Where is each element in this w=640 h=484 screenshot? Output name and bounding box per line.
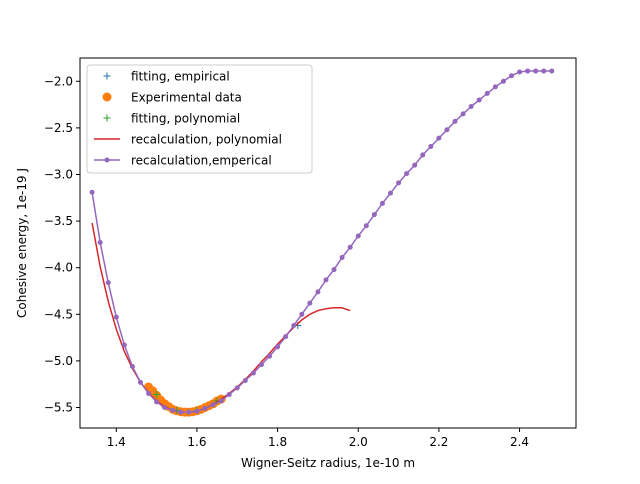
- legend-handle-marker: [103, 72, 111, 80]
- data-point: [210, 402, 216, 408]
- data-point: [331, 267, 337, 273]
- data-point: [307, 300, 313, 306]
- data-point: [121, 342, 127, 348]
- data-point: [129, 363, 135, 369]
- x-tick-label: 1.6: [187, 435, 206, 449]
- data-point: [153, 390, 161, 398]
- y-axis-label: Cohesive energy, 1e-19 J: [15, 168, 29, 318]
- data-point: [428, 144, 434, 150]
- data-point: [347, 244, 353, 250]
- data-point: [137, 379, 143, 385]
- data-point: [170, 407, 176, 413]
- data-point: [420, 152, 426, 158]
- legend-entry: recalculation, polynomial: [94, 133, 282, 147]
- data-point: [517, 69, 523, 75]
- legend: fitting, empirical Experimental data fitti…: [86, 64, 313, 174]
- data-point: [234, 385, 240, 391]
- x-tick-label: 1.4: [107, 435, 126, 449]
- axes-frame: [79, 57, 577, 429]
- x-axis-label: Wigner-Seitz radius, 1e-10 m: [241, 456, 415, 470]
- data-point: [258, 362, 264, 368]
- data-point: [371, 212, 377, 218]
- x-tick-label: 2.0: [349, 435, 368, 449]
- data-point: [178, 409, 184, 415]
- data-point: [154, 399, 160, 405]
- y-tick-label: −5.5: [44, 400, 73, 414]
- data-point: [146, 391, 152, 397]
- data-point: [492, 84, 498, 90]
- data-point: [105, 280, 111, 286]
- x-tick-label: 2.2: [429, 435, 448, 449]
- data-point: [541, 68, 547, 74]
- data-point: [533, 68, 539, 74]
- data-point: [89, 189, 95, 195]
- data-point: [291, 322, 297, 328]
- legend-entry: fitting, polynomial: [103, 112, 240, 126]
- data-point: [476, 97, 482, 103]
- data-point: [242, 377, 248, 383]
- x-tick-label: 2.4: [510, 435, 529, 449]
- y-tick-label: −4.0: [44, 261, 73, 275]
- data-point: [468, 103, 474, 109]
- data-point: [275, 344, 281, 350]
- x-tick-label: 1.8: [268, 435, 287, 449]
- legend-label: recalculation, polynomial: [131, 133, 282, 147]
- data-point: [508, 73, 514, 79]
- data-point: [436, 135, 442, 141]
- data-point: [202, 405, 208, 411]
- series-line: [91, 70, 552, 413]
- y-tick-label: −2.0: [44, 74, 73, 88]
- data-point: [404, 171, 410, 177]
- data-point: [388, 190, 394, 196]
- legend-handle-marker: [102, 92, 112, 102]
- data-point: [186, 409, 192, 415]
- y-tick-label: −5.0: [44, 354, 73, 368]
- legend-handle-marker: [103, 114, 111, 122]
- data-point: [363, 223, 369, 229]
- data-point: [444, 127, 450, 133]
- data-point: [267, 353, 273, 359]
- data-point: [339, 254, 345, 260]
- data-point: [379, 200, 385, 206]
- y-tick-label: −3.0: [44, 167, 73, 181]
- legend-entry: fitting, empirical: [103, 70, 230, 84]
- data-point: [396, 180, 402, 186]
- y-tick-label: −2.5: [44, 121, 73, 135]
- legend-entry: recalculation,emperical: [94, 154, 272, 168]
- legend-handle-marker: [104, 157, 110, 163]
- legend-label: recalculation,emperical: [131, 154, 272, 168]
- data-point: [113, 314, 119, 320]
- data-point: [162, 404, 168, 410]
- data-point: [194, 408, 200, 414]
- plot-series: [89, 68, 555, 417]
- y-tick-label: −4.5: [44, 307, 73, 321]
- data-point: [226, 391, 232, 397]
- y-axis-ticks: −5.5 −5.0 −4.5 −4.0 −3.5 −3.0 −2.5 −2.0: [44, 74, 80, 414]
- legend-box: [86, 64, 313, 174]
- data-point: [484, 90, 490, 96]
- data-point: [323, 277, 329, 283]
- data-point: [452, 118, 458, 124]
- data-point: [218, 398, 224, 404]
- data-point: [283, 334, 289, 340]
- legend-label: Experimental data: [131, 91, 242, 105]
- data-point: [97, 240, 103, 246]
- legend-label: fitting, empirical: [131, 70, 230, 84]
- legend-label: fitting, polynomial: [131, 112, 240, 126]
- data-point: [549, 68, 555, 74]
- x-axis-ticks: 1.4 1.6 1.8 2.0 2.2 2.4: [107, 428, 529, 449]
- legend-entry: Experimental data: [102, 91, 242, 105]
- data-point: [460, 111, 466, 117]
- data-point: [525, 68, 531, 74]
- data-point: [412, 162, 418, 168]
- series-4: [89, 68, 555, 415]
- data-point: [250, 370, 256, 376]
- y-tick-label: −3.5: [44, 214, 73, 228]
- data-point: [355, 233, 361, 239]
- data-point: [315, 289, 321, 295]
- data-point: [500, 78, 506, 84]
- data-point: [299, 311, 305, 317]
